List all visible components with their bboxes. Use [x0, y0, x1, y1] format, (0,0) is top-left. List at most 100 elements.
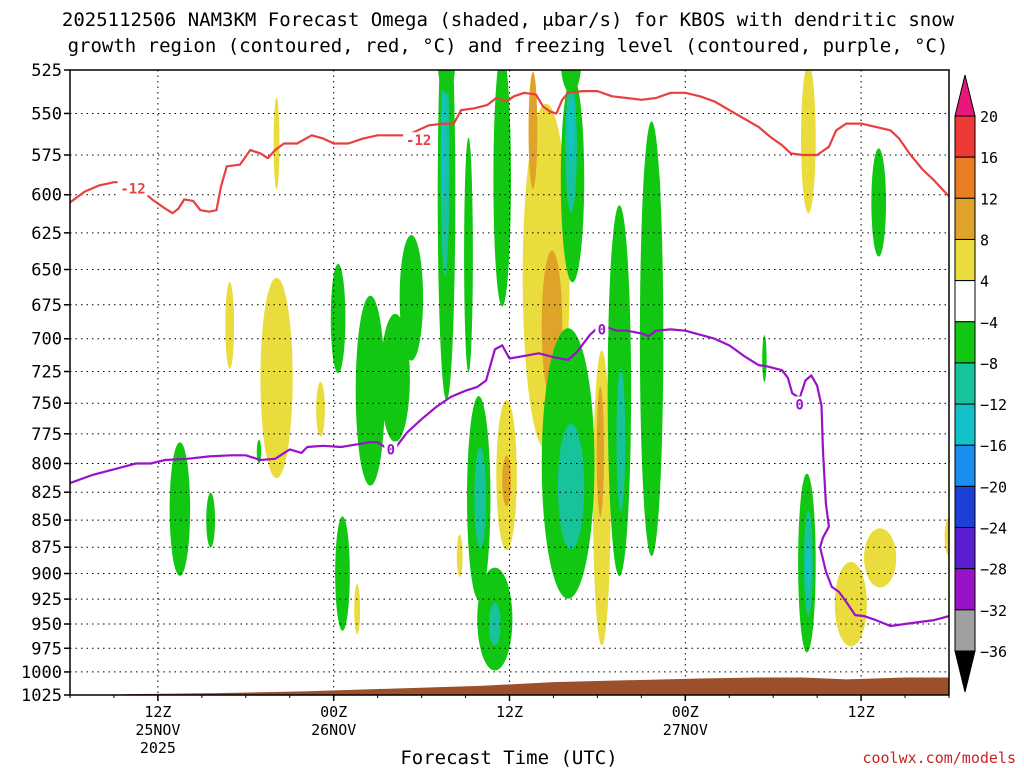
omega-region-16 [944, 517, 949, 556]
terrain-surface [109, 677, 949, 695]
colorbar-bin-13 [954, 609, 976, 652]
colorbar-label-2: 12 [980, 190, 998, 208]
contour-label-1-1: 0 [598, 322, 606, 338]
contour-label-bg-1-0 [384, 441, 398, 457]
colorbar-label-12: −32 [980, 602, 1007, 620]
chart-title-line2: growth region (contoured, red, °C) and f… [68, 35, 949, 57]
colorbar-bottom-arrow [954, 650, 976, 693]
omega-region-17 [169, 442, 191, 576]
colorbar-bin-2 [954, 156, 976, 199]
ytick-label-525: 525 [31, 61, 62, 81]
omega-region-28 [464, 137, 473, 373]
ytick-label-1025: 1025 [21, 686, 62, 706]
omega-region-4 [354, 584, 361, 635]
colorbar: 20 16 12 8 4 −4 −8 −12 −16 −20 −24 −28 −32 −36 [954, 74, 1007, 693]
ytick-label-800: 800 [31, 454, 62, 474]
y-axis: 525 550 575 600 625 650 675 700 725 750 775 800 825 8… [21, 61, 70, 706]
ytick-label-550: 550 [31, 104, 62, 124]
omega-region-35 [557, 423, 585, 550]
omega-region-14 [834, 561, 867, 647]
ytick-label-775: 775 [31, 425, 62, 445]
xtick-label-2-0: 12Z [496, 703, 523, 721]
ytick-label-650: 650 [31, 261, 62, 281]
colorbar-bin-6 [954, 321, 976, 364]
omega-region-23 [380, 313, 410, 443]
omega-region-27 [441, 89, 446, 205]
omega-region-3 [273, 97, 280, 190]
ytick-label-925: 925 [31, 590, 62, 610]
colorbar-label-5: −4 [980, 314, 998, 332]
ytick-label-975: 975 [31, 639, 62, 659]
contour-label-bg-0-1 [403, 132, 435, 148]
colorbar-bin-10 [954, 485, 976, 529]
omega-region-47 [871, 148, 887, 257]
ytick-label-575: 575 [31, 146, 62, 166]
contour-layer: -12 -12 0 0 0 [70, 90, 949, 628]
contour-label-0-1: -12 [406, 133, 431, 149]
omega-region-12 [596, 386, 604, 517]
ytick-label-1000: 1000 [21, 663, 62, 683]
colorbar-bin-1 [954, 115, 976, 158]
xtick-label-4-0: 12Z [848, 703, 875, 721]
colorbar-bin-7 [954, 362, 976, 405]
contour-label-bg-0-0 [117, 180, 149, 196]
colorbar-label-9: −20 [980, 478, 1007, 496]
omega-region-24 [399, 234, 424, 361]
omega-region-41 [639, 121, 664, 557]
omega-region-33 [493, 70, 511, 307]
xtick-label-0-2: 2025 [140, 739, 176, 757]
colorbar-label-0: 20 [980, 108, 998, 126]
omega-region-22 [355, 295, 385, 486]
omega-region-19 [256, 439, 262, 464]
colorbar-label-11: −28 [980, 561, 1007, 579]
colorbar-label-13: −36 [980, 643, 1007, 661]
omega-region-13 [801, 70, 816, 214]
ytick-label-900: 900 [31, 565, 62, 585]
ytick-label-850: 850 [31, 511, 62, 531]
x-axis-label: Forecast Time (UTC) [400, 747, 617, 768]
omega-region-43 [762, 335, 767, 383]
omega-region-49 [561, 70, 581, 94]
chart-title-line1: 2025112506 NAM3KM Forecast Omega (shaded… [62, 9, 955, 31]
colorbar-label-10: −24 [980, 520, 1007, 538]
ytick-label-825: 825 [31, 483, 62, 503]
omega-region-15 [864, 528, 897, 588]
omega-region-7 [502, 455, 511, 507]
credit-text: coolwx.com/models [862, 749, 1016, 767]
contour-line-0 [70, 90, 949, 215]
colorbar-top-arrow [954, 74, 976, 117]
omega-region-40 [616, 367, 626, 512]
omega-region-0 [225, 281, 235, 369]
contour-label-bg-1-2 [793, 396, 807, 412]
colorbar-bin-11 [954, 527, 976, 570]
ytick-label-700: 700 [31, 330, 62, 350]
omega-region-21 [335, 516, 350, 631]
xtick-label-3-0: 00Z [672, 703, 699, 721]
xtick-label-0-0: 12Z [144, 703, 171, 721]
omega-region-46 [806, 542, 811, 595]
omega-region-2 [316, 382, 325, 437]
colorbar-label-1: 16 [980, 149, 998, 167]
ytick-label-625: 625 [31, 224, 62, 244]
omega-region-38 [568, 96, 574, 164]
xtick-label-1-1: 26NOV [311, 721, 356, 739]
colorbar-bin-5 [954, 280, 976, 323]
colorbar-label-6: −8 [980, 355, 998, 373]
ytick-label-600: 600 [31, 186, 62, 206]
omega-region-1 [260, 277, 293, 479]
colorbar-bin-4 [954, 238, 976, 282]
omega-region-20 [330, 263, 346, 374]
contour-label-0-0: -12 [120, 181, 145, 197]
colorbar-label-8: −16 [980, 437, 1007, 455]
contour-label-bg-1-1 [595, 321, 609, 337]
contour-label-1-0: 0 [387, 442, 395, 458]
colorbar-bin-3 [954, 197, 976, 240]
colorbar-bin-12 [954, 568, 976, 611]
terrain-layer [109, 677, 949, 695]
ytick-label-725: 725 [31, 363, 62, 383]
colorbar-bin-9 [954, 444, 976, 487]
omega-shading-layer [169, 70, 949, 671]
colorbar-bin-8 [954, 403, 976, 446]
